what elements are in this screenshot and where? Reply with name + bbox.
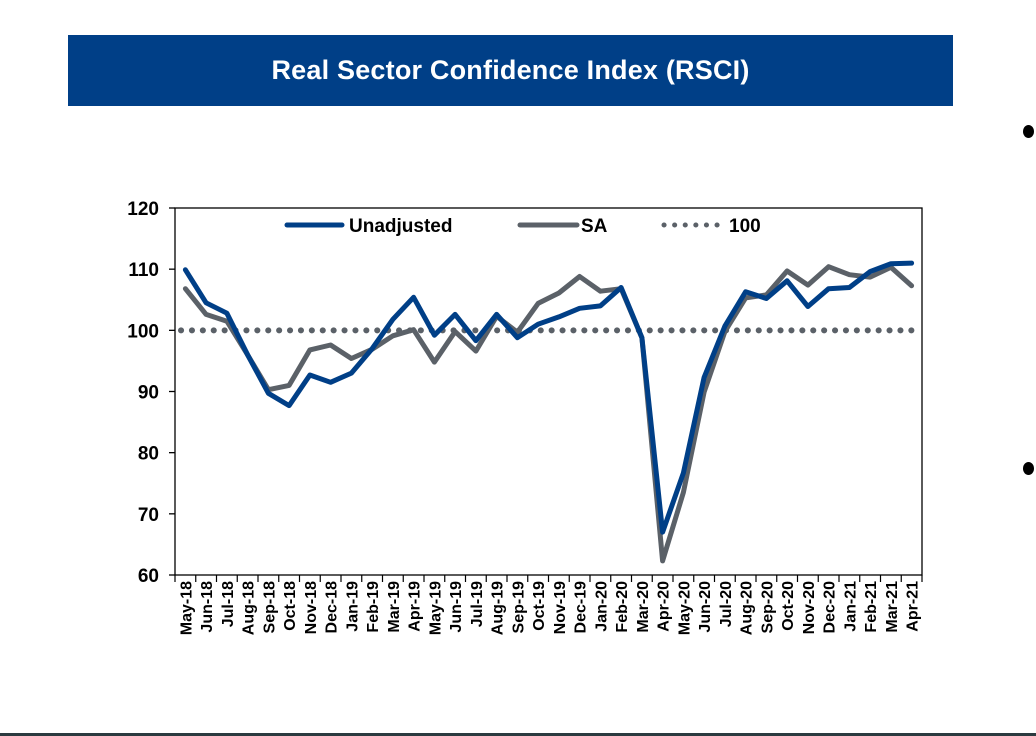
plot-area-frame	[174, 207, 923, 576]
bullet-icon	[1023, 125, 1034, 138]
x-tick-label: Oct-19	[531, 581, 548, 631]
x-tick-label: Oct-20	[780, 581, 797, 631]
legend: Unadjusted SA 100	[284, 216, 761, 237]
x-tick-label: Nov-18	[303, 581, 320, 634]
bullet-icon	[1023, 462, 1034, 475]
legend-100-label: 100	[729, 216, 761, 237]
x-tick-label: Sep-20	[759, 581, 776, 634]
x-tick-label: Dec-20	[822, 581, 839, 634]
x-tick-label: Jun-20	[697, 581, 714, 633]
x-tick-label: May-20	[676, 581, 693, 635]
x-tick-label: May-18	[178, 581, 195, 635]
x-tick-label: Apr-19	[407, 581, 424, 632]
x-tick-label: Dec-18	[324, 581, 341, 634]
x-tick-label: Mar-21	[884, 581, 901, 633]
legend-sa-label: SA	[581, 216, 608, 237]
x-tick-label: Mar-19	[386, 581, 403, 633]
x-tick-label: Oct-18	[282, 581, 299, 631]
title-banner: Real Sector Confidence Index (RSCI)	[68, 35, 953, 106]
y-tick-label: 120	[127, 199, 159, 220]
x-tick-label: Jul-20	[718, 581, 735, 627]
x-tick-label: Jan-21	[842, 581, 859, 632]
x-tick-label: Nov-20	[801, 581, 818, 634]
slide-title: Real Sector Confidence Index (RSCI)	[271, 55, 750, 85]
x-tick-label: Jun-19	[448, 581, 465, 633]
x-tick-label: Feb-21	[863, 581, 880, 633]
x-tick-label: Nov-19	[552, 581, 569, 634]
x-tick-label: Jul-18	[220, 581, 237, 627]
x-tick-label: May-19	[427, 581, 444, 635]
y-tick-label: 90	[138, 383, 159, 404]
x-tick-label: Sep-19	[510, 581, 527, 634]
x-tick-label: Jun-18	[199, 581, 216, 633]
x-tick-label: Feb-19	[365, 581, 382, 633]
y-tick-label: 110	[128, 260, 159, 281]
y-tick-label: 60	[138, 566, 159, 587]
y-tick-label: 80	[138, 444, 159, 465]
bottom-strip	[0, 733, 1036, 736]
y-tick-label: 100	[127, 321, 159, 342]
x-tick-label: Jan-20	[593, 581, 610, 632]
x-tick-label: Feb-20	[614, 581, 631, 633]
x-tick-label: Aug-19	[490, 581, 507, 635]
x-tick-label: Sep-18	[261, 581, 278, 634]
x-tick-label: Jan-19	[344, 581, 361, 632]
x-tick-label: Apr-20	[656, 581, 673, 632]
x-tick-label: Aug-18	[241, 581, 258, 635]
x-tick-label: Jul-19	[469, 581, 486, 627]
legend-unadjusted-label: Unadjusted	[349, 216, 452, 237]
x-tick-label: Apr-21	[905, 581, 922, 632]
x-tick-label: Dec-19	[573, 581, 590, 634]
x-tick-label: Mar-20	[635, 581, 652, 633]
x-tick-label: Aug-20	[739, 581, 756, 635]
series-line-unadjusted	[182, 260, 915, 535]
series-line-sa	[182, 264, 915, 564]
y-tick-label: 70	[138, 505, 159, 526]
